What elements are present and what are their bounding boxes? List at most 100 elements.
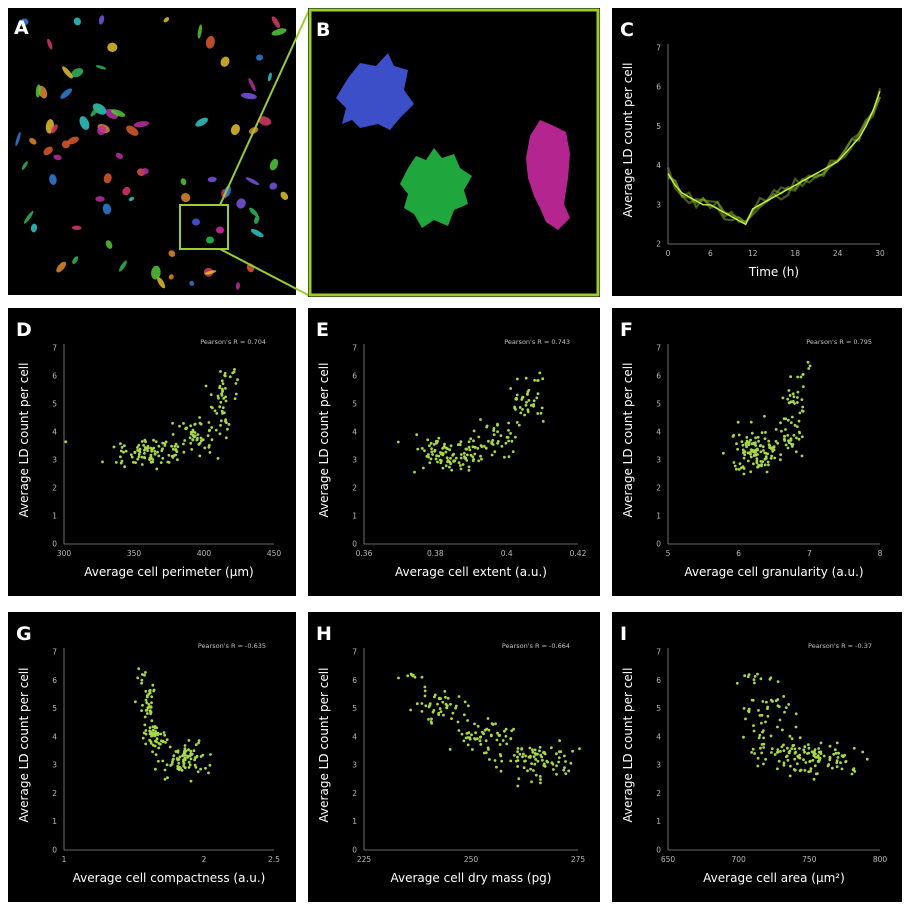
- scatter-point: [469, 437, 473, 441]
- scatter-point: [786, 446, 790, 450]
- scatter-point: [519, 411, 523, 415]
- scatter-point: [747, 673, 751, 676]
- scatter-point: [166, 776, 169, 780]
- scatter-point: [764, 431, 767, 434]
- scatter-point: [797, 419, 801, 423]
- chart-f: 0 1 2 3 4 5 6 7 5 6 7 8 Average cell granularity (a.…: [620, 319, 883, 579]
- scatter-point: [776, 441, 780, 445]
- segmented-cell: [197, 24, 203, 39]
- scatter-point: [221, 387, 224, 391]
- scatter-point: [786, 397, 790, 401]
- scatter-point: [487, 439, 490, 443]
- scatter-point: [501, 739, 505, 742]
- scatter-point: [744, 717, 747, 721]
- panel-b-image: B: [308, 8, 600, 297]
- scatter-point: [794, 750, 798, 754]
- cell-green: [400, 148, 472, 228]
- segmented-cell: [271, 16, 281, 28]
- scatter-point: [552, 768, 555, 771]
- scatter-point: [234, 392, 238, 396]
- scatter-point: [778, 718, 782, 722]
- y-tick-label: 7: [52, 344, 57, 353]
- scatter-point: [742, 456, 746, 460]
- scatter-point: [163, 733, 167, 737]
- segmented-cell: [15, 132, 21, 147]
- scatter-point: [750, 450, 754, 453]
- scatter-point: [149, 705, 153, 709]
- scatter-point: [148, 458, 152, 461]
- panel-a-image: A: [14, 15, 289, 290]
- scatter-point: [773, 753, 777, 756]
- scatter-point: [140, 678, 144, 682]
- segmented-cell: [67, 136, 79, 145]
- scatter-point: [506, 436, 510, 439]
- scatter-point: [149, 740, 153, 743]
- scatter-point: [233, 397, 237, 400]
- scatter-point: [521, 395, 525, 399]
- correlation-label: Pearson's R = -0.635: [198, 642, 266, 650]
- scatter-point: [223, 371, 227, 375]
- scatter-point: [543, 765, 547, 768]
- scatter-point: [434, 457, 438, 461]
- scatter-point: [776, 725, 779, 729]
- x-tick-label: 800: [873, 855, 888, 864]
- scatter-point: [140, 681, 144, 685]
- scatter-point: [478, 739, 482, 743]
- scatter-point: [744, 443, 748, 447]
- scatter-point: [741, 465, 745, 469]
- scatter-point: [165, 738, 169, 741]
- scatter-point: [798, 753, 802, 757]
- scatter-point: [474, 737, 477, 741]
- scatter-point: [733, 464, 737, 468]
- scatter-point: [800, 435, 804, 439]
- segmented-cell: [133, 121, 150, 128]
- scatter-point: [798, 747, 801, 750]
- scatter-points: [721, 360, 812, 476]
- scatter-point: [140, 463, 144, 466]
- scatter-point: [438, 458, 442, 462]
- scatter-point: [137, 453, 141, 456]
- scatter-point: [509, 737, 513, 741]
- scatter-point: [790, 747, 794, 750]
- scatter-point: [853, 770, 857, 773]
- chart-i: 0 1 2 3 4 5 6 7 650 700 750 800 Average cell area (μ…: [620, 623, 888, 885]
- scatter-point: [188, 754, 192, 758]
- scatter-point: [155, 737, 159, 741]
- scatter-point: [539, 781, 542, 785]
- scatter-point: [538, 371, 542, 375]
- scatter-point: [509, 387, 513, 390]
- scatter-point: [752, 462, 755, 466]
- scatter-point: [119, 455, 122, 459]
- scatter-point: [219, 424, 222, 427]
- scatter-point: [769, 698, 773, 702]
- segmented-cell: [72, 256, 79, 265]
- scatter-point: [459, 464, 462, 467]
- scatter-point: [167, 453, 171, 457]
- scatter-point: [149, 455, 153, 459]
- scatter-point: [758, 444, 762, 448]
- scatter-point: [467, 445, 471, 449]
- scatter-point: [64, 440, 68, 444]
- scatter-point: [156, 450, 159, 454]
- scatter-point: [431, 453, 434, 456]
- scatter-point: [214, 428, 218, 432]
- segmented-cell: [157, 277, 166, 289]
- scatter-point: [416, 447, 420, 451]
- scatter-point: [745, 436, 749, 439]
- segmented-cell: [246, 263, 255, 273]
- scatter-point: [555, 764, 558, 768]
- scatter-point: [807, 746, 811, 750]
- scatter-point: [743, 674, 746, 678]
- scatter-point: [505, 742, 509, 746]
- scatter-point: [770, 751, 773, 754]
- chart-c: 2 3 4 5 6 7 0 6 12 18 24 30 Time (h) Average LD count…: [620, 19, 885, 279]
- scatter-point: [219, 370, 222, 373]
- scatter-point: [216, 457, 220, 460]
- segmented-cell: [205, 35, 215, 49]
- x-tick-label: 0.42: [570, 549, 587, 558]
- y-tick-label: 5: [656, 400, 661, 409]
- x-tick-label: 400: [197, 549, 212, 558]
- scatter-point: [484, 739, 488, 743]
- scatter-point: [789, 437, 793, 440]
- scatter-point: [761, 700, 765, 703]
